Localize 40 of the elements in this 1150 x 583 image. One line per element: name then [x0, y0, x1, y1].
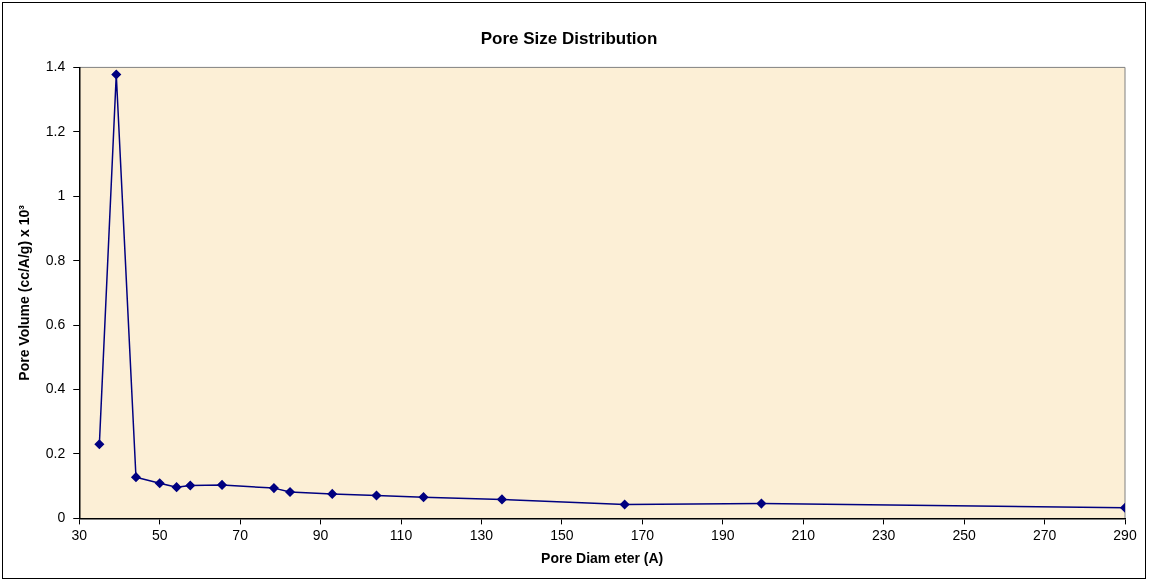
- x-tick-label: 30: [71, 526, 88, 543]
- point: [418, 492, 429, 502]
- y-tick-label: 0.2: [45, 444, 66, 461]
- point: [171, 482, 182, 492]
- x-tick-label: 190: [711, 526, 735, 543]
- point: [327, 489, 337, 499]
- point: [756, 498, 767, 509]
- point: [285, 487, 295, 497]
- x-tick-label: 290: [1113, 526, 1137, 543]
- y-tick-label: 1: [57, 187, 66, 204]
- chart-title: Pore Size Distribution: [480, 28, 658, 48]
- y-tick-label: 0.6: [45, 315, 66, 332]
- point: [131, 472, 141, 482]
- x-tick-label: 170: [630, 526, 655, 543]
- x-tick-label: 130: [469, 526, 494, 543]
- y-tick-label: 0: [57, 509, 66, 526]
- y-tick-label: 0.4: [45, 380, 66, 397]
- x-tick-label: 210: [791, 526, 816, 543]
- point: [371, 490, 382, 501]
- x-tick-label: 90: [312, 526, 329, 543]
- x-axis-title: Pore Diam eter (A): [541, 550, 664, 567]
- y-tick-label: 1.4: [45, 58, 66, 75]
- x-tick-label: 230: [872, 526, 896, 543]
- point: [94, 439, 105, 450]
- x-tick-label: 150: [550, 526, 574, 543]
- point: [185, 480, 196, 491]
- y-tick-label: 1.2: [45, 122, 66, 139]
- x-tick-label: 270: [1032, 526, 1057, 543]
- point: [217, 480, 227, 490]
- point: [111, 69, 122, 80]
- y-axis-title: Pore Volume (cc/A/g) x 10³: [16, 204, 33, 381]
- point: [619, 499, 630, 510]
- point: [497, 494, 507, 505]
- x-tick-label: 50: [151, 526, 168, 543]
- y-tick-label: 0.8: [45, 251, 66, 268]
- point: [269, 483, 279, 493]
- x-tick-label: 250: [952, 526, 977, 543]
- point: [154, 478, 165, 489]
- x-tick-label: 70: [232, 526, 249, 543]
- x-tick-label: 110: [389, 526, 413, 543]
